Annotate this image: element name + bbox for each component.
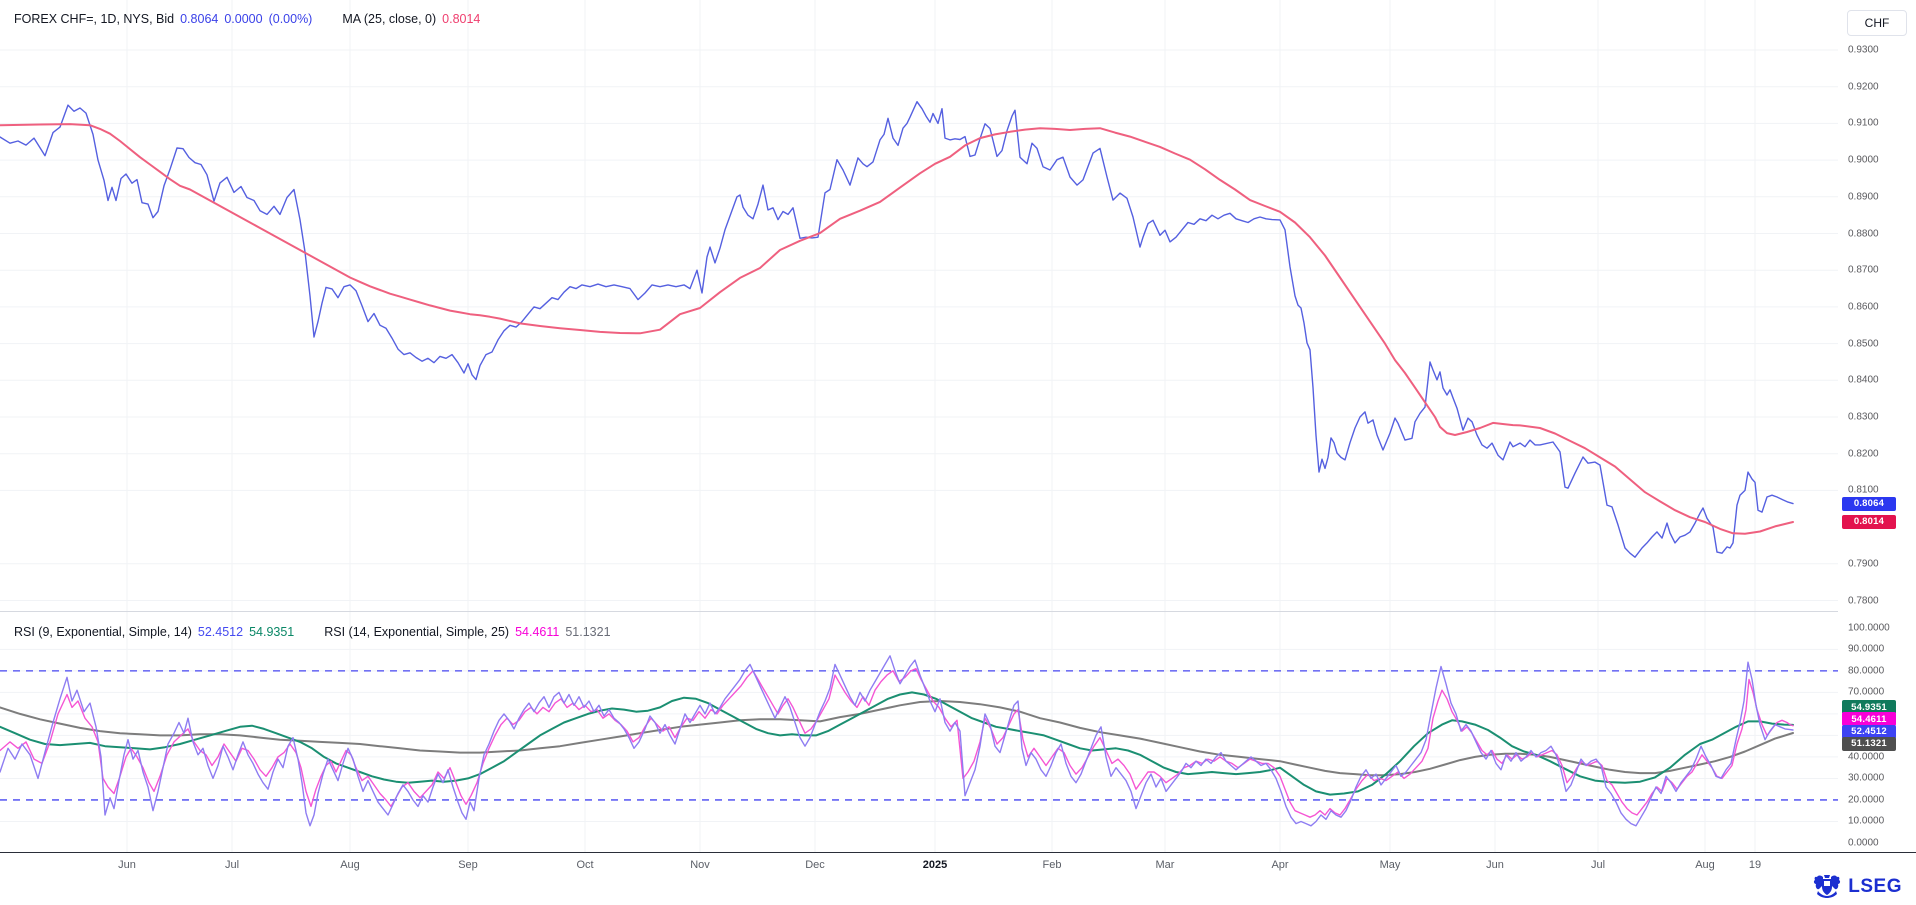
time-label: Jun [1486, 859, 1504, 871]
time-label: Jul [1590, 859, 1606, 871]
rsi14-value: 54.4611 [515, 625, 560, 639]
time-label: Feb [1042, 859, 1062, 871]
rsi-value-badge: 54.4611 [1842, 712, 1896, 727]
rsi9-study-title: RSI (9, Exponential, Simple, 14) [14, 625, 192, 639]
ma-price-badge: 0.8014 [1842, 514, 1896, 529]
scale-label: 0.9200 [1848, 81, 1879, 93]
scale-label: 0.9300 [1848, 44, 1879, 56]
bid-price-line [0, 101, 1794, 558]
chart-plot-area[interactable] [0, 0, 1916, 852]
scale-label: 0.8300 [1848, 411, 1879, 423]
rsi-value-badge: 51.1321 [1842, 736, 1896, 751]
scale-label: 0.7800 [1848, 595, 1879, 606]
time-scale[interactable]: Jun Jul Aug Sep Oct Nov Dec 2025 Feb Mar Apr May Jun… [0, 852, 1916, 883]
ma-study-title: MA (25, close, 0) [342, 12, 437, 26]
lseg-crest-icon [1814, 875, 1841, 898]
scale-label: 20.0000 [1848, 794, 1885, 806]
rsi14-smoothed-value: 51.1321 [565, 625, 611, 639]
price-change: 0.0000 [224, 12, 263, 26]
scale-label: 0.8600 [1848, 301, 1879, 313]
scale-label: 0.9000 [1848, 154, 1879, 166]
symbol-title: FOREX CHF=, 1D, NYS, Bid [14, 12, 175, 26]
time-label: Aug [340, 859, 360, 871]
scale-label: 0.8200 [1848, 448, 1879, 460]
time-label: Dec [805, 859, 825, 871]
ma-value: 0.8014 [442, 12, 481, 26]
time-label: Nov [690, 859, 710, 871]
rsi-value-badge: 54.9351 [1842, 700, 1896, 714]
scale-label: 30.0000 [1848, 772, 1885, 784]
scale-label: 0.7900 [1848, 558, 1879, 570]
time-label: Oct [576, 859, 594, 871]
scale-label: 0.8700 [1848, 264, 1879, 276]
time-label: Apr [1271, 859, 1289, 871]
rsi14-study-title: RSI (14, Exponential, Simple, 25) [324, 625, 510, 639]
scale-label: 70.0000 [1848, 686, 1885, 698]
scale-label: 0.8900 [1848, 191, 1879, 203]
rsi-legend[interactable]: RSI (9, Exponential, Simple, 14) 52.4512… [14, 625, 611, 639]
time-label: Aug [1695, 859, 1715, 871]
scale-label: 0.8800 [1848, 228, 1879, 239]
scale-label: 40.0000 [1848, 751, 1885, 763]
scale-label: 80.0000 [1848, 665, 1885, 677]
time-label: Jun [118, 859, 136, 871]
scale-label: 0.0000 [1848, 837, 1879, 849]
currency-button[interactable]: CHF [1847, 10, 1907, 36]
rsi14-smoothed-gray-line [0, 700, 1794, 777]
ma-25-line [0, 123, 1794, 535]
pane-separator[interactable] [0, 611, 1916, 612]
scale-label: 0.9100 [1848, 117, 1879, 129]
rsi9-violet-line [0, 655, 1794, 827]
rsi-value-badge: 52.4512 [1842, 724, 1896, 739]
time-label: 19 [1748, 859, 1762, 871]
scale-label: 0.8100 [1848, 484, 1879, 496]
last-price: 0.8064 [180, 12, 219, 26]
price-scale[interactable]: CHF 0.9300 0.9200 0.9100 0.9000 0.8900 0.8800… [1838, 0, 1916, 852]
rsi14-magenta-line [0, 668, 1794, 818]
last-price-badge: 0.8064 [1842, 496, 1896, 511]
scale-label: 90.0000 [1848, 643, 1885, 655]
scale-label: 0.8500 [1848, 338, 1879, 350]
rsi9-smoothed-value: 54.9351 [249, 625, 295, 639]
price-change-pct: (0.00%) [268, 12, 313, 26]
lseg-logo: LSEG [1812, 874, 1902, 900]
time-label: Mar [1155, 859, 1175, 871]
scale-label: 100.0000 [1848, 622, 1890, 634]
time-label: 2025 [922, 859, 948, 871]
scale-label: 10.0000 [1848, 815, 1885, 827]
scale-label: 0.8400 [1848, 374, 1879, 386]
time-label: May [1379, 859, 1401, 871]
time-label: Sep [458, 859, 478, 871]
rsi9-smoothed-green-line [0, 691, 1794, 796]
price-legend[interactable]: FOREX CHF=, 1D, NYS, Bid 0.8064 0.0000 (… [14, 12, 480, 26]
lseg-logo-text: LSEG [1848, 876, 1902, 897]
rsi9-value: 52.4512 [197, 625, 244, 639]
time-label: Jul [224, 859, 240, 871]
